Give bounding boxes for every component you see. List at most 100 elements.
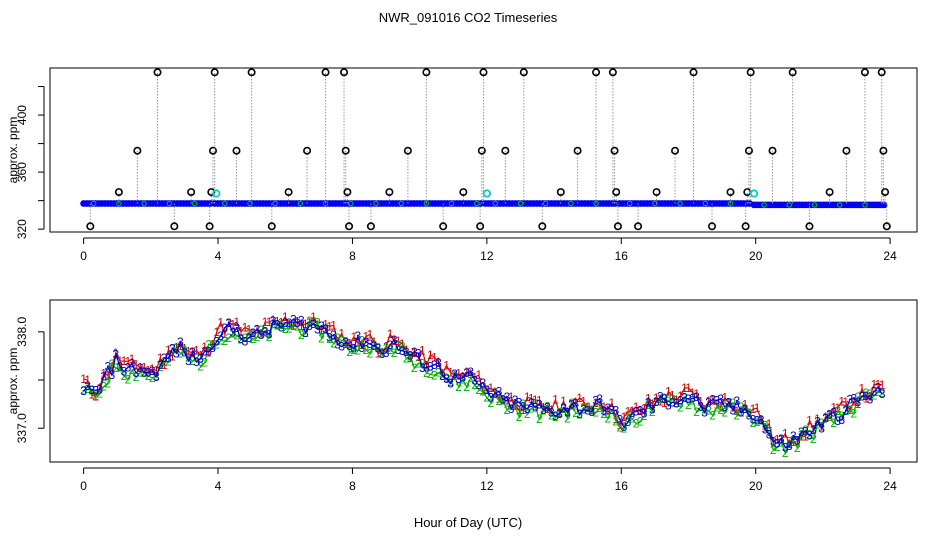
series-marker-1: 1 bbox=[229, 318, 236, 332]
series-marker-2: 2 bbox=[629, 412, 636, 426]
green-point bbox=[373, 200, 379, 207]
series-marker-3: 3 bbox=[746, 409, 753, 423]
series-marker-3: 3 bbox=[133, 366, 140, 380]
x-tick-label: 0 bbox=[80, 479, 87, 493]
flagged-point bbox=[610, 146, 619, 155]
series-marker-2: 2 bbox=[850, 406, 857, 420]
series-marker-3: 3 bbox=[258, 328, 265, 342]
series-marker-2: 2 bbox=[129, 363, 136, 377]
series-marker-3: 3 bbox=[177, 335, 184, 349]
series-marker-2: 2 bbox=[818, 416, 825, 430]
series-marker-3: 3 bbox=[750, 413, 757, 427]
series-marker-1: 1 bbox=[387, 327, 394, 341]
green-point bbox=[423, 200, 430, 207]
series-marker-3: 3 bbox=[810, 423, 817, 437]
series-marker-1: 1 bbox=[681, 381, 688, 395]
series-marker-3: 3 bbox=[693, 390, 700, 404]
flagged-point bbox=[538, 222, 547, 231]
series-marker-3: 3 bbox=[286, 316, 293, 330]
series-marker-1: 1 bbox=[233, 315, 240, 329]
series-marker-2: 2 bbox=[754, 415, 761, 429]
series-marker-1: 1 bbox=[100, 366, 107, 380]
series-marker-3: 3 bbox=[427, 359, 434, 373]
series-marker-3: 3 bbox=[278, 321, 285, 335]
green-point bbox=[297, 200, 304, 207]
series-marker-3: 3 bbox=[512, 393, 519, 407]
series-marker-2: 2 bbox=[181, 344, 188, 358]
series-marker-3: 3 bbox=[238, 332, 245, 346]
series-marker-1: 1 bbox=[488, 381, 495, 395]
series-marker-1: 1 bbox=[842, 395, 849, 409]
series-marker-2: 2 bbox=[375, 340, 382, 354]
green-point bbox=[322, 200, 329, 207]
series-marker-3: 3 bbox=[814, 414, 821, 428]
series-marker-2: 2 bbox=[113, 361, 120, 375]
series-marker-2: 2 bbox=[802, 423, 809, 437]
series-marker-1: 1 bbox=[645, 391, 652, 405]
series-marker-2: 2 bbox=[435, 366, 442, 380]
series-marker-3: 3 bbox=[766, 427, 773, 441]
flagged-point bbox=[208, 146, 217, 155]
series-marker-2: 2 bbox=[774, 440, 781, 454]
series-marker-1: 1 bbox=[576, 391, 583, 405]
series-marker-2: 2 bbox=[314, 316, 321, 330]
series-marker-1: 1 bbox=[238, 324, 245, 338]
series-marker-2: 2 bbox=[584, 400, 591, 414]
series-marker-2: 2 bbox=[342, 334, 349, 348]
cyan-point bbox=[212, 189, 221, 198]
series-marker-2: 2 bbox=[826, 410, 833, 424]
series-marker-2: 2 bbox=[100, 379, 107, 393]
series-marker-2: 2 bbox=[221, 334, 228, 348]
series-marker-1: 1 bbox=[834, 401, 841, 415]
series-marker-1: 1 bbox=[822, 410, 829, 424]
series-marker-3: 3 bbox=[794, 433, 801, 447]
series-marker-1: 1 bbox=[242, 321, 249, 335]
series-marker-3: 3 bbox=[463, 366, 470, 380]
series-marker-2: 2 bbox=[250, 332, 257, 346]
series-marker-2: 2 bbox=[286, 321, 293, 335]
series-marker-1: 1 bbox=[350, 330, 357, 344]
flagged-point bbox=[153, 68, 162, 77]
series-marker-2: 2 bbox=[492, 387, 499, 401]
flagged-point bbox=[439, 222, 448, 231]
series-marker-3: 3 bbox=[665, 399, 672, 413]
series-marker-3: 3 bbox=[411, 345, 418, 359]
series-marker-1: 1 bbox=[161, 358, 168, 372]
series-marker-3: 3 bbox=[588, 405, 595, 419]
series-marker-1: 1 bbox=[471, 370, 478, 384]
series-marker-3: 3 bbox=[770, 434, 777, 448]
flagged-point bbox=[345, 222, 354, 231]
cyan-point bbox=[482, 189, 491, 198]
series-marker-3: 3 bbox=[149, 364, 156, 378]
series-marker-3: 3 bbox=[669, 395, 676, 409]
series-marker-3: 3 bbox=[826, 408, 833, 422]
series-marker-2: 2 bbox=[548, 409, 555, 423]
flagged-point bbox=[205, 222, 214, 231]
series-marker-1: 1 bbox=[536, 393, 543, 407]
series-marker-1: 1 bbox=[84, 373, 91, 387]
series-marker-1: 1 bbox=[246, 322, 253, 336]
series-marker-1: 1 bbox=[617, 418, 624, 432]
series-marker-2: 2 bbox=[173, 342, 180, 356]
y-tick-label: 400 bbox=[15, 105, 29, 125]
series-marker-3: 3 bbox=[818, 422, 825, 436]
series-marker-3: 3 bbox=[395, 343, 402, 357]
series-marker-2: 2 bbox=[721, 405, 728, 419]
series-marker-3: 3 bbox=[165, 351, 172, 365]
series-marker-1: 1 bbox=[677, 389, 684, 403]
series-marker-2: 2 bbox=[604, 411, 611, 425]
series-marker-3: 3 bbox=[129, 357, 136, 371]
series-marker-1: 1 bbox=[177, 339, 184, 353]
series-marker-2: 2 bbox=[371, 338, 378, 352]
series-marker-3: 3 bbox=[185, 354, 192, 368]
series-marker-2: 2 bbox=[310, 315, 317, 329]
series-marker-2: 2 bbox=[717, 403, 724, 417]
series-marker-2: 2 bbox=[104, 376, 111, 390]
series-marker-2: 2 bbox=[391, 346, 398, 360]
series-marker-3: 3 bbox=[92, 383, 99, 397]
series-marker-3: 3 bbox=[492, 386, 499, 400]
series-marker-1: 1 bbox=[693, 387, 700, 401]
series-marker-3: 3 bbox=[500, 393, 507, 407]
flagged-point bbox=[321, 68, 330, 77]
